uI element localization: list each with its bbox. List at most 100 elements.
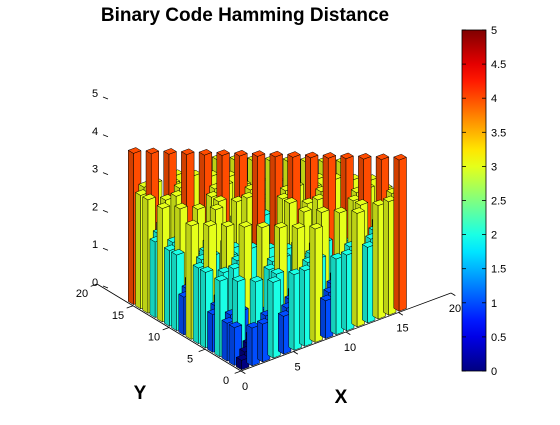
bar-top-face <box>304 151 319 159</box>
bar-top-face <box>330 252 345 260</box>
bar-top-face <box>298 206 312 213</box>
x-tick-mark <box>293 351 299 355</box>
bar-top-face <box>309 222 324 230</box>
z-tick-mark <box>102 285 109 289</box>
bar-side-face <box>228 324 235 366</box>
bar-top-face <box>276 192 291 200</box>
bar-front-face <box>398 156 407 312</box>
bar-top-face <box>180 148 195 155</box>
bar-top-face <box>185 219 200 227</box>
bar-top-face <box>142 193 156 201</box>
bar-top-face <box>249 275 264 283</box>
bar-top-face <box>163 148 177 155</box>
x-tick-mark <box>398 312 404 316</box>
y-axis-label: Y <box>134 383 147 404</box>
bar-top-face <box>322 152 337 159</box>
bar-top-face <box>231 275 246 282</box>
bar-top-face <box>228 321 243 328</box>
colorbar-tick-label: 3 <box>491 161 497 173</box>
bar-side-face <box>221 319 228 362</box>
z-tick-label: 5 <box>92 88 98 100</box>
bar-top-face <box>238 221 253 228</box>
bar-top-face <box>212 195 227 202</box>
colorbar-tick-label: 5 <box>491 25 497 37</box>
bar-side-face <box>185 222 192 340</box>
bar-top-face <box>159 194 174 201</box>
bar-top-face <box>214 275 228 282</box>
y-tick-mark <box>198 348 206 352</box>
chart-title: Binary Code Hamming Distance <box>101 5 389 26</box>
y-tick-mark <box>234 370 242 374</box>
bar <box>393 153 408 312</box>
z-tick-mark <box>102 247 109 251</box>
bar-top-face <box>230 195 245 203</box>
bar-top-face <box>315 206 330 213</box>
bar-top-face <box>209 203 224 211</box>
x-tick-label: 5 <box>294 362 300 374</box>
bar-top-face <box>270 268 285 275</box>
x-tick-mark <box>345 331 351 335</box>
bar-top-face <box>170 190 185 197</box>
bar-top-face <box>221 317 236 324</box>
y-tick-mark <box>162 327 170 331</box>
bar-side-face <box>372 202 379 320</box>
colorbar-tick-label: 4 <box>491 93 497 105</box>
colorbar-tick-label: 1.5 <box>491 264 506 276</box>
bar-top-face <box>319 294 334 302</box>
bar-side-face <box>156 205 163 323</box>
bar-top-face <box>198 149 213 156</box>
bar-top-face <box>301 197 316 205</box>
bar-top-face <box>127 147 142 154</box>
bar-top-face <box>372 199 387 206</box>
bar-side-face <box>142 196 149 314</box>
x-tick-label: 15 <box>396 323 408 335</box>
y-tick-label: 20 <box>76 288 88 300</box>
bar-top-face <box>291 222 306 229</box>
bar-side-face <box>351 209 358 328</box>
bar-side-face <box>200 268 206 349</box>
bar-top-face <box>340 249 355 256</box>
bar-top-face <box>235 354 250 361</box>
z-tick-mark <box>102 134 109 138</box>
bar-top-face <box>216 149 231 156</box>
bar-top-face <box>256 318 271 325</box>
bar-top-face <box>205 191 220 198</box>
bar-top-face <box>145 147 160 155</box>
bar-top-face <box>269 150 284 158</box>
colorbar-tick-label: 2.5 <box>491 196 506 208</box>
bar-top-face <box>298 264 313 272</box>
bar-top-face <box>263 263 278 271</box>
y-tick-mark <box>90 283 98 287</box>
bar-top-face <box>277 310 292 317</box>
bar-top-face <box>283 197 298 204</box>
bar-side-face <box>278 312 284 355</box>
colorbar-tick-label: 0 <box>491 366 497 378</box>
bar-top-face <box>217 266 232 274</box>
bar-top-face <box>351 207 366 214</box>
bar-side-face <box>135 191 141 310</box>
bar-top-face <box>191 203 206 210</box>
bar-top-face <box>199 266 214 273</box>
bar-top-face <box>333 206 348 214</box>
bar-top-face <box>357 153 372 160</box>
bar-top-face <box>170 248 185 256</box>
bar-top-face <box>375 153 390 160</box>
y-tick-mark <box>126 305 134 309</box>
colorbar-tick-label: 4.5 <box>491 59 506 71</box>
x-tick-label: 0 <box>242 381 248 393</box>
x-tick-mark <box>450 292 456 296</box>
colorbar: 0 0.5 1 1.5 2 2.5 3 3.5 4 4.5 5 <box>461 25 506 378</box>
bar-top-face <box>287 151 301 158</box>
bar-side-face <box>149 238 156 319</box>
axes-layer: 0 5 10 15 20 0 5 10 15 20 0 1 2 3 4 5 <box>76 88 461 393</box>
bar-top-face <box>288 268 303 275</box>
bar-side-face <box>299 267 305 347</box>
bar-top-face <box>340 152 354 160</box>
bar-top-face <box>361 241 376 248</box>
bar-top-face <box>251 150 266 157</box>
bar-side-face <box>164 247 170 327</box>
y-tick-label: 0 <box>223 375 229 387</box>
bar-top-face <box>354 199 369 206</box>
x-tick-label: 20 <box>449 303 461 315</box>
